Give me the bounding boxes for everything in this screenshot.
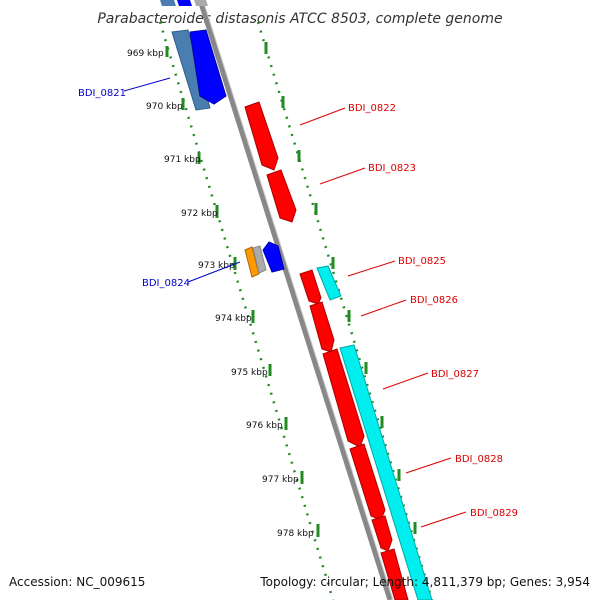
forward-cds-bdi-0823[interactable] [266,169,297,223]
forward-cds-bdi-0828[interactable] [349,443,386,521]
tick-label: 978 kbp [277,529,314,539]
reverse-cds-bdi-0824[interactable] [262,241,285,273]
tick-label: 970 kbp [146,102,183,112]
gene-label-bdi-0825[interactable]: BDI_0825 [398,256,446,267]
gene-label-bdi-0822[interactable]: BDI_0822 [348,103,396,114]
gene-label-bdi-0824[interactable]: BDI_0824 [142,278,190,289]
other-feature-bdi-0824[interactable] [244,246,260,278]
leader-bdi-0821 [123,77,171,92]
gene-label-bdi-0828[interactable]: BDI_0828 [455,454,503,465]
forward-cds-bdi-0826[interactable] [309,301,335,353]
gene-label-bdi-0823[interactable]: BDI_0823 [368,163,416,174]
gene-label-bdi-0829[interactable]: BDI_0829 [470,508,518,519]
leader-bdi-0825 [347,260,396,277]
tick-track-outer [256,21,434,600]
grey-feature-bdi-0824[interactable] [252,245,267,274]
leader-bdi-0829 [420,511,467,528]
tick-label: 974 kbp [215,314,252,324]
leader-bdi-0823 [319,167,366,185]
label-leaders [123,77,467,528]
gene-label-bdi-0827[interactable]: BDI_0827 [431,369,479,380]
forward-cds-bdi-0829[interactable] [371,515,393,552]
gene-label-bdi-0821[interactable]: BDI_0821 [78,88,126,99]
tick-labels: 969 kbp 970 kbp 971 kbp 972 kbp 973 kbp … [127,49,314,539]
genome-backbone [197,0,393,600]
leader-bdi-0826 [360,299,407,317]
tick-label: 973 kbp [198,261,235,271]
forward-cds-bdi-0827[interactable] [322,348,365,448]
forward-feature-bdi-0825[interactable] [316,265,342,301]
tick-label: 971 kbp [164,155,201,165]
tick-label: 969 kbp [127,49,164,59]
genome-summary-text: Topology: circular; Length: 4,811,379 bp… [259,575,590,589]
reverse-cds-top[interactable] [177,0,192,6]
accession-text: Accession: NC_009615 [9,575,145,589]
leader-bdi-0822 [299,107,346,126]
grey-feature-top[interactable] [194,0,208,6]
forward-cds-bdi-0822[interactable] [244,101,279,171]
leader-bdi-0824 [187,261,241,283]
gene-label-bdi-0826[interactable]: BDI_0826 [410,295,458,306]
map-title: Parabacteroides distasonis ATCC 8503, co… [97,11,502,27]
tick-label: 977 kbp [262,475,299,485]
tick-track-inner [158,21,335,600]
tick-label: 975 kbp [231,368,268,378]
forward-feature-long[interactable] [339,344,433,600]
tick-label: 976 kbp [246,421,283,431]
leader-bdi-0827 [382,372,429,390]
backbone-highlight [202,0,394,600]
forward-cds-bdi-0825[interactable] [299,269,322,305]
reverse-cds-bdi-0821[interactable] [189,29,227,105]
tick-label: 972 kbp [181,209,218,219]
leader-bdi-0828 [405,457,452,474]
forward-cds-bottom[interactable] [380,548,409,600]
gene-labels: BDI_0821 BDI_0822 BDI_0823 BDI_0824 BDI_… [78,88,518,519]
reverse-feature-top[interactable] [160,0,176,6]
